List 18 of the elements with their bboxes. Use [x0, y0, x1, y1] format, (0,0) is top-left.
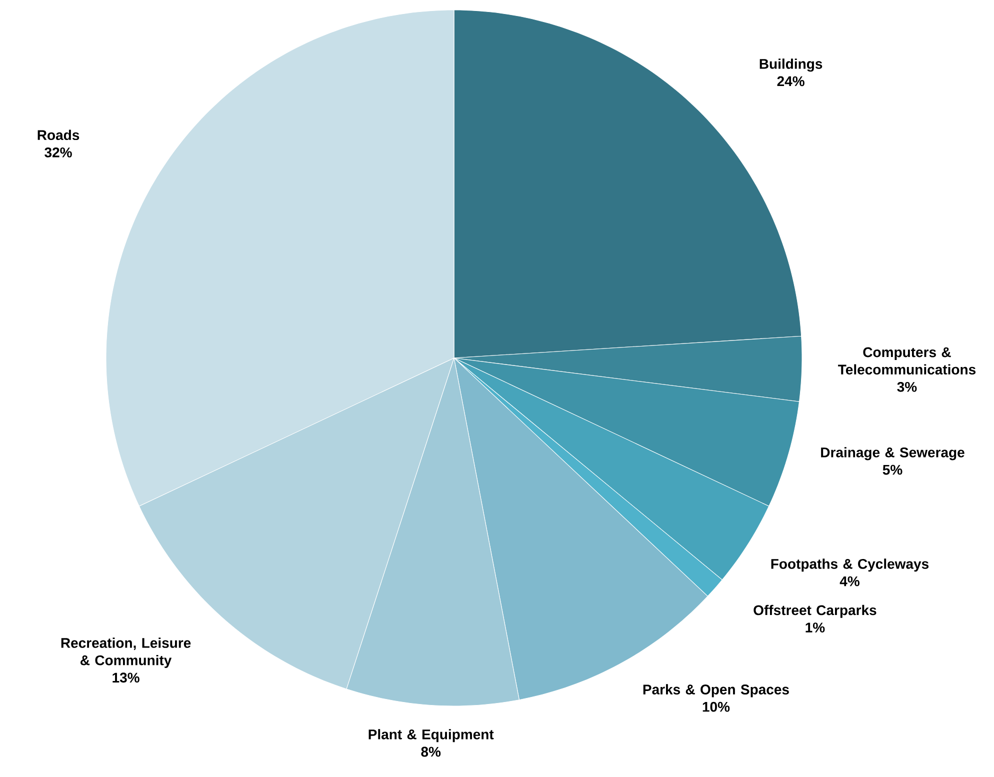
data-label: 8% — [421, 746, 441, 757]
data-label: 5% — [882, 464, 902, 475]
slice-label: Computers & Telecommunications — [838, 347, 976, 375]
slice-label: Plant & Equipment — [368, 729, 494, 742]
slice-label: Roads — [38, 130, 80, 140]
slice-label: Footpaths & Cycleways — [771, 558, 929, 572]
data-label: 32% — [44, 147, 72, 158]
slice-label: Drainage & Sewerage — [821, 447, 964, 460]
data-label: 10% — [702, 702, 730, 712]
data-label: 3% — [897, 382, 917, 392]
slice-label: Offstreet Carparks — [754, 604, 876, 618]
slice-label: Recreation, Leisure & Community — [61, 638, 191, 668]
slice-label: Parks & Open Spaces — [643, 684, 789, 698]
data-label: 4% — [840, 576, 860, 586]
data-label: 24% — [777, 76, 804, 86]
data-label: 13% — [112, 672, 140, 683]
slice-label: Buildings — [760, 58, 822, 72]
data-label: 1% — [806, 622, 825, 632]
